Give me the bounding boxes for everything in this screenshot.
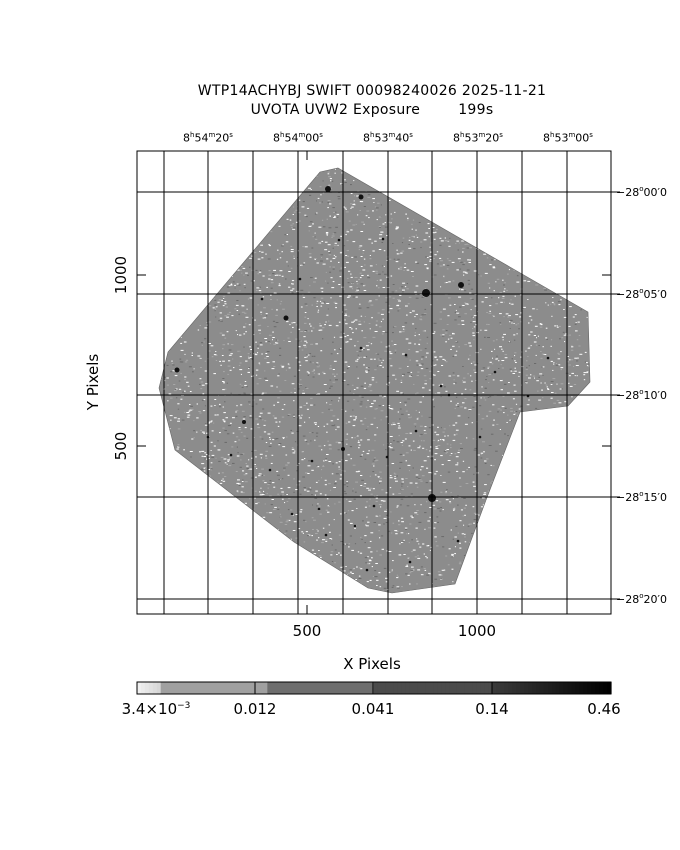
colorbar-tick-label: 0.041 xyxy=(351,700,395,718)
ra-label: 8h53m20s xyxy=(453,131,503,145)
coordinate-grid xyxy=(137,151,611,614)
source-point xyxy=(268,468,272,472)
x-tick-label: 1000 xyxy=(457,622,497,640)
exposure-map xyxy=(159,168,590,593)
source-point xyxy=(458,282,464,288)
source-point xyxy=(422,289,430,297)
y-tick-label: 500 xyxy=(112,431,130,461)
colorbar-tick-label: 3.4×10−3 xyxy=(121,700,191,718)
y-tick-label: 1000 xyxy=(112,255,130,295)
source-point xyxy=(358,194,364,200)
source-point xyxy=(546,356,550,360)
source-point xyxy=(408,560,412,564)
source-point xyxy=(229,453,233,457)
plot-frame xyxy=(136,150,612,615)
image-title: WTP14ACHYBJ SWIFT 00098240026 2025-11-21 xyxy=(197,83,547,99)
x-axis-label: X Pixels xyxy=(343,655,401,673)
dec-label: −28o10′0 xyxy=(616,388,668,402)
source-point xyxy=(439,384,443,388)
source-point xyxy=(317,507,321,511)
y-axis-label: Y Pixels xyxy=(84,353,102,411)
source-point xyxy=(337,238,341,242)
colorbar-tick-label: 0.46 xyxy=(587,700,621,718)
colorbar xyxy=(136,681,612,695)
source-point xyxy=(359,346,363,350)
source-point xyxy=(381,237,385,241)
dec-label: −28o05′0 xyxy=(616,287,668,301)
source-point xyxy=(365,568,369,572)
ra-label: 8h53m40s xyxy=(363,131,413,145)
source-point xyxy=(324,533,328,537)
source-point xyxy=(260,297,264,301)
axis-ticks xyxy=(137,151,620,614)
ra-label: 8h54m00s xyxy=(273,131,323,145)
colorbar-tick-label: 0.012 xyxy=(233,700,277,718)
source-point xyxy=(478,435,482,439)
image-subtitle: UVOTA UVW2 Exposure 199s xyxy=(250,102,494,118)
colorbar-tick-label: 0.14 xyxy=(475,700,509,718)
source-point xyxy=(493,370,497,374)
ra-label: 8h54m20s xyxy=(183,131,233,145)
source-point xyxy=(298,277,302,281)
source-point xyxy=(414,429,418,433)
field-of-view-outline xyxy=(158,167,591,594)
x-tick-label: 500 xyxy=(292,622,322,640)
source-point xyxy=(242,420,246,424)
dec-label: −28o15′0 xyxy=(616,490,668,504)
source-point xyxy=(372,504,376,508)
dec-label: −28o00′0 xyxy=(616,185,668,199)
source-point xyxy=(325,186,331,192)
source-point xyxy=(174,367,180,373)
ra-label: 8h53m00s xyxy=(543,131,593,145)
dec-label: −28o20′0 xyxy=(616,592,668,606)
source-point xyxy=(404,353,408,357)
source-point xyxy=(290,512,294,516)
source-point xyxy=(283,315,289,321)
source-point xyxy=(310,459,314,463)
source-point xyxy=(353,524,357,528)
source-point xyxy=(456,539,460,543)
